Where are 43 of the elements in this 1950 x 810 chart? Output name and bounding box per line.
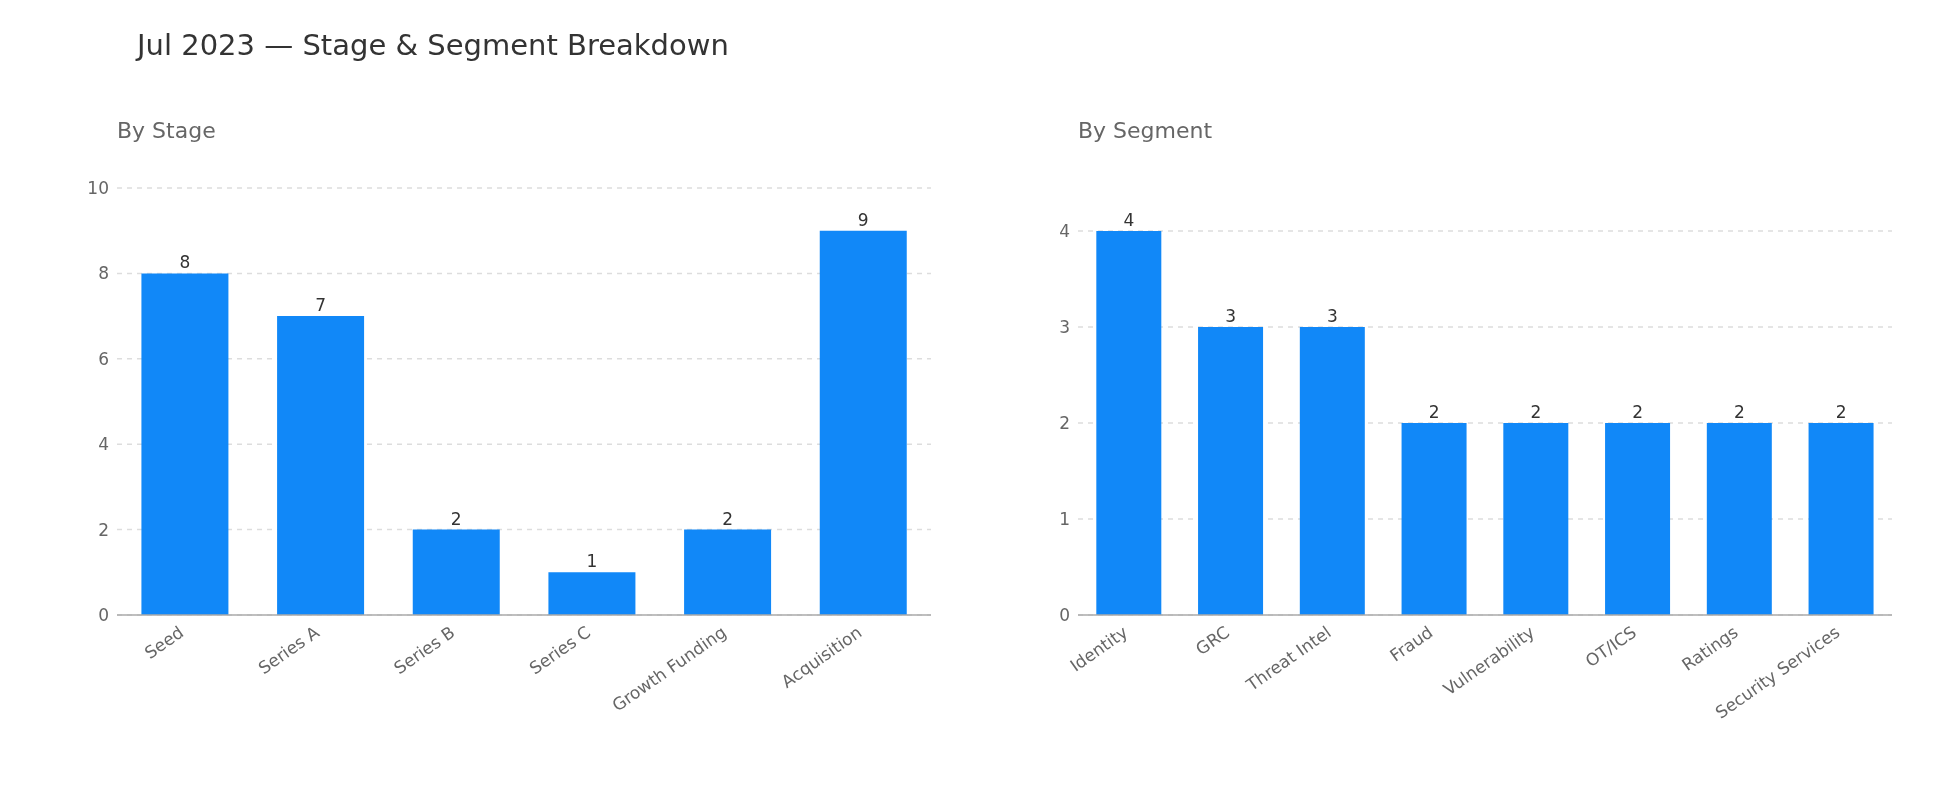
bar xyxy=(1605,423,1671,615)
bar xyxy=(1808,423,1874,615)
data-label: 7 xyxy=(315,295,326,316)
data-label: 1 xyxy=(586,551,598,572)
bar xyxy=(1706,423,1772,615)
chart-subtitle: By Segment xyxy=(1078,118,1213,143)
data-label: 4 xyxy=(1123,210,1135,230)
bar xyxy=(548,572,636,615)
data-label: 3 xyxy=(1225,306,1236,326)
data-label: 9 xyxy=(857,209,869,230)
y-tick-label: 0 xyxy=(1059,605,1070,626)
data-label: 2 xyxy=(1632,402,1643,422)
data-label: 2 xyxy=(450,508,462,529)
y-tick-label: 2 xyxy=(1059,413,1070,434)
y-tick-label: 10 xyxy=(87,178,109,199)
y-tick-label: 6 xyxy=(98,348,109,369)
data-label: 8 xyxy=(179,252,191,273)
bar xyxy=(1198,327,1264,615)
x-tick-label: GRC xyxy=(1191,621,1233,659)
y-tick-label: 1 xyxy=(1059,509,1070,530)
bar xyxy=(141,273,229,615)
y-tick-label: 4 xyxy=(1059,221,1070,242)
y-tick-label: 3 xyxy=(1059,317,1070,338)
bar xyxy=(819,230,907,615)
bar xyxy=(277,316,365,615)
chart-title: Jul 2023 — Stage & Segment Breakdown xyxy=(137,28,729,62)
y-tick-label: 2 xyxy=(98,519,109,540)
data-label: 2 xyxy=(1428,402,1440,422)
data-label: 3 xyxy=(1326,306,1338,326)
y-tick-label: 8 xyxy=(98,263,109,284)
data-label: 2 xyxy=(1733,402,1745,422)
chart-subtitle: By Stage xyxy=(117,118,216,143)
bar xyxy=(1503,423,1569,615)
data-label: 2 xyxy=(1835,402,1847,422)
bar xyxy=(684,529,772,615)
bar xyxy=(1401,423,1467,615)
bar xyxy=(1299,327,1365,615)
data-label: 2 xyxy=(1530,402,1542,422)
bar xyxy=(412,529,500,615)
y-tick-label: 0 xyxy=(98,605,109,626)
y-tick-label: 4 xyxy=(98,434,109,455)
bar xyxy=(1096,231,1162,615)
data-label: 2 xyxy=(722,508,733,529)
